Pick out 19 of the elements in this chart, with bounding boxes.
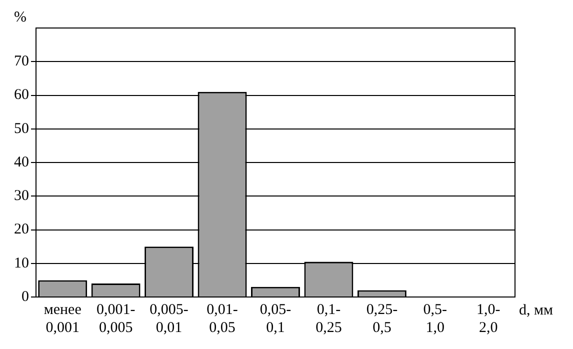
y-tick-label: 40 [14, 154, 29, 170]
x-tick-label: 0,05- 0,1 [260, 302, 292, 336]
x-tick-label: менее 0,001 [44, 302, 82, 336]
x-tick-label: 0,001- 0,005 [96, 302, 136, 336]
y-tick-label: 70 [14, 54, 29, 70]
y-tick-label: 0 [22, 288, 29, 305]
y-tick-label: 30 [14, 188, 29, 204]
x-tick-label: 0,1- 0,25 [316, 302, 342, 336]
y-tick-label: 60 [14, 87, 29, 104]
x-tick-label: 1,0- 2,0 [476, 302, 500, 336]
x-axis-title: d, мм [519, 302, 554, 318]
x-tick-label: 0,5- 1,0 [423, 302, 448, 336]
y-tick-label: 10 [14, 255, 29, 272]
y-tick-label: 50 [14, 120, 29, 137]
y-tick-label: 20 [14, 222, 29, 238]
x-tick-label: 0,01- 0,05 [206, 302, 238, 336]
x-tick-label: 0,005- 0,01 [150, 302, 188, 336]
y-axis-title: % [14, 9, 26, 26]
x-tick-label: 0,25- 0,5 [366, 302, 398, 336]
